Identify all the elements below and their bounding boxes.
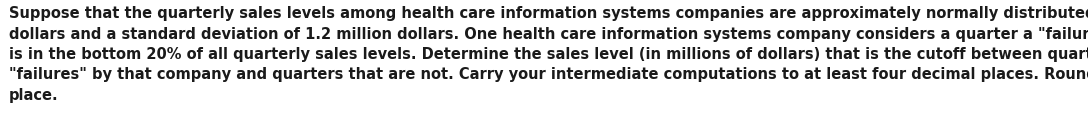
Text: Suppose that the quarterly sales levels among health care information systems co: Suppose that the quarterly sales levels … (9, 6, 1088, 103)
